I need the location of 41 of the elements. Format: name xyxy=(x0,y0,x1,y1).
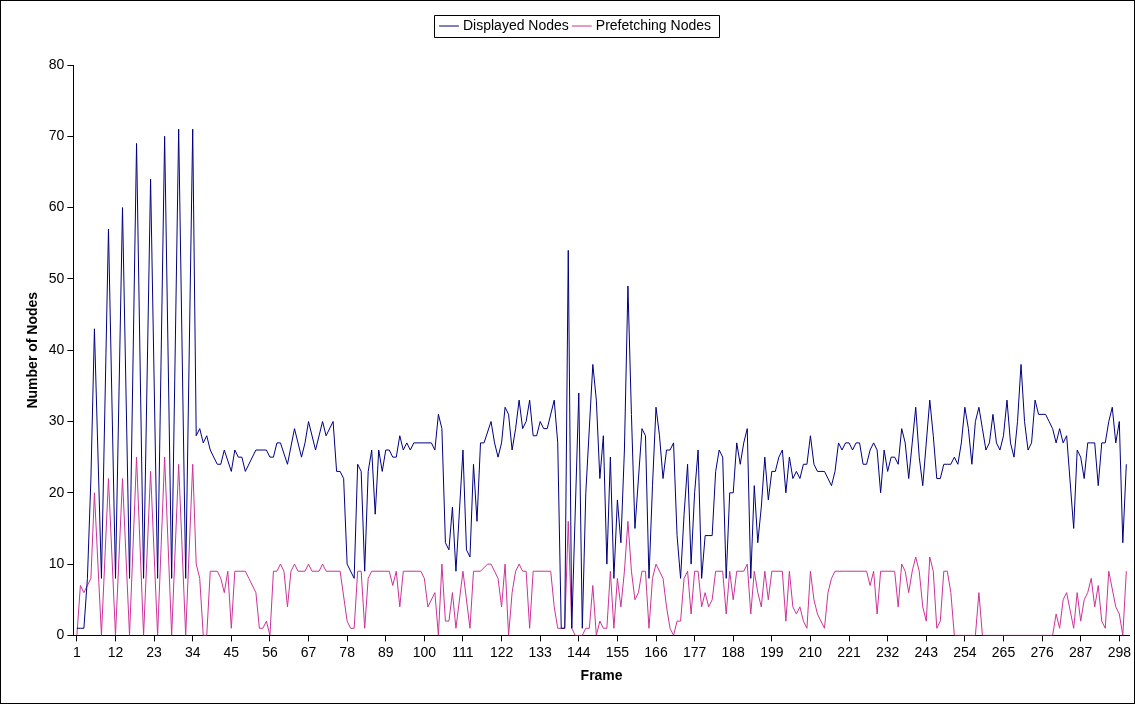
y-tick-label: 40 xyxy=(48,341,65,358)
y-tick-label: 70 xyxy=(48,127,65,144)
x-tick-label: 56 xyxy=(262,643,278,660)
x-tick-label: 243 xyxy=(914,643,939,660)
x-tick-label: 232 xyxy=(875,643,900,660)
y-tick-label: 80 xyxy=(48,55,65,72)
x-tick-label: 177 xyxy=(682,643,707,660)
x-tick-label: 45 xyxy=(223,643,240,660)
y-tick-label: 30 xyxy=(48,412,65,429)
x-tick-label: 12 xyxy=(107,643,124,660)
x-tick-label: 78 xyxy=(339,643,356,660)
x-tick-label: 111 xyxy=(452,643,474,660)
x-tick-label: 23 xyxy=(146,643,163,660)
legend-label: Displayed Nodes xyxy=(462,16,569,33)
x-tick-label: 221 xyxy=(837,643,861,660)
y-tick-label: 50 xyxy=(48,269,65,286)
x-tick-label: 67 xyxy=(300,643,317,660)
x-tick-label: 188 xyxy=(721,643,746,660)
x-axis-title: Frame xyxy=(580,667,623,684)
y-tick-label: 0 xyxy=(56,626,65,643)
x-tick-label: 254 xyxy=(953,643,977,660)
y-tick-label: 10 xyxy=(48,554,65,571)
x-tick-label: 276 xyxy=(1030,643,1054,660)
x-tick-label: 155 xyxy=(605,643,630,660)
x-tick-label: 100 xyxy=(412,643,437,660)
x-tick-label: 199 xyxy=(760,643,784,660)
legend-label: Prefetching Nodes xyxy=(595,16,712,33)
x-tick-label: 1 xyxy=(72,643,81,660)
x-tick-label: 144 xyxy=(567,643,591,660)
x-tick-label: 287 xyxy=(1069,643,1093,660)
x-tick-label: 166 xyxy=(644,643,668,660)
y-tick-label: 20 xyxy=(48,483,65,500)
x-tick-label: 265 xyxy=(991,643,1016,660)
x-tick-label: 210 xyxy=(798,643,823,660)
x-tick-label: 298 xyxy=(1107,643,1132,660)
x-tick-label: 34 xyxy=(184,643,201,660)
y-tick-label: 60 xyxy=(48,198,65,215)
y-axis-title: Number of Nodes xyxy=(24,291,41,409)
x-tick-label: 122 xyxy=(489,643,514,660)
x-tick-label: 89 xyxy=(377,643,394,660)
x-tick-label: 133 xyxy=(528,643,553,660)
